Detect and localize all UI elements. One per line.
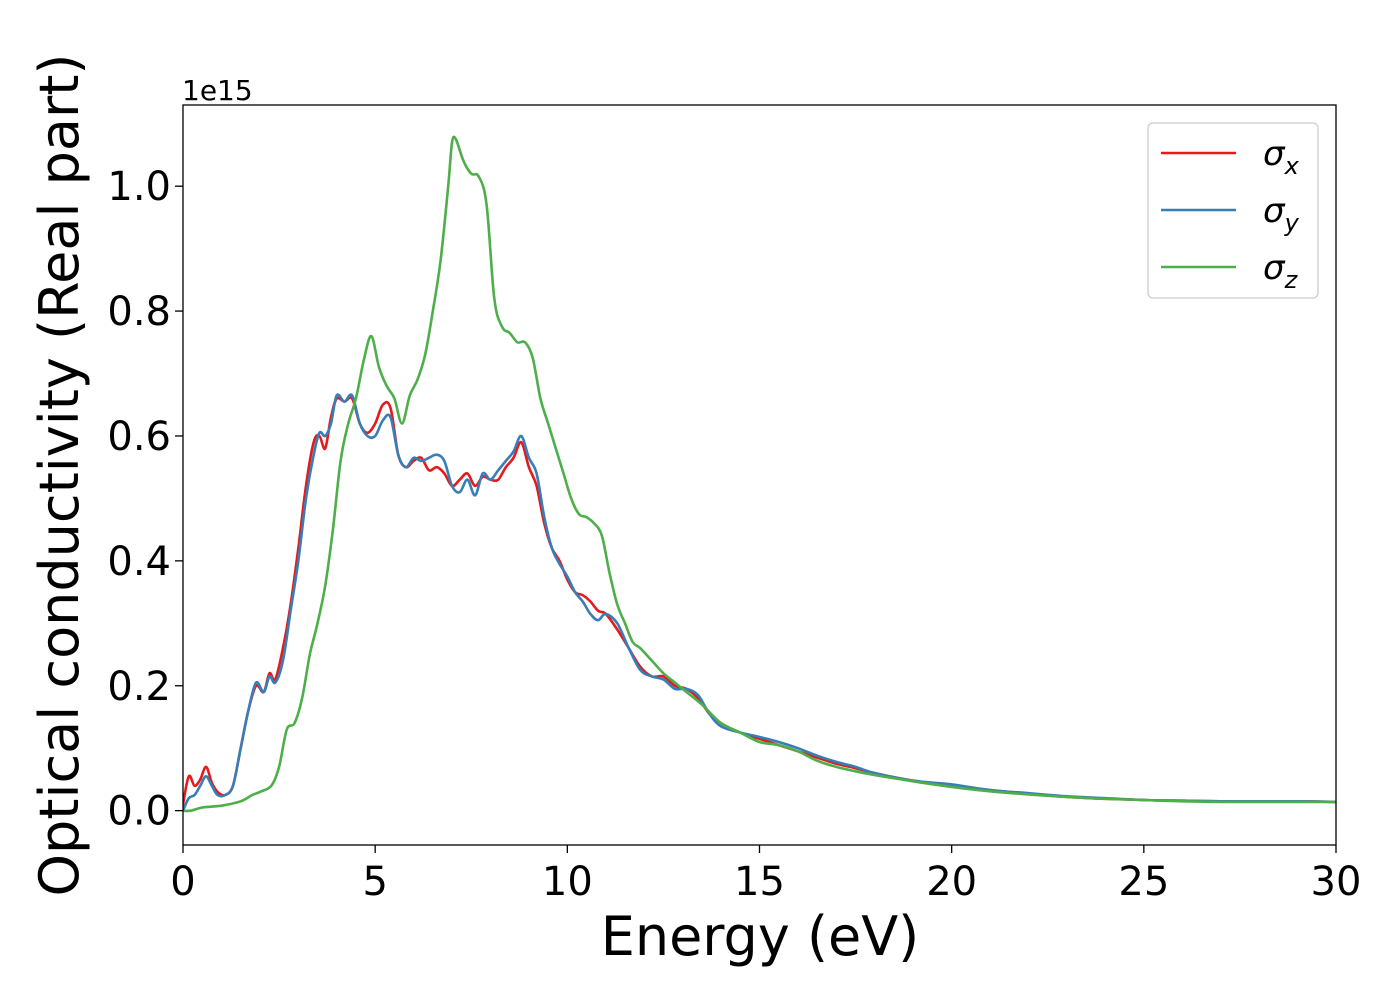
- legend-label-y: σy: [1263, 191, 1300, 237]
- y-axis-title: Optical conductivity (Real part): [28, 54, 91, 897]
- x-tick-label: 25: [1118, 859, 1169, 905]
- x-tick-label: 15: [734, 859, 785, 905]
- y-tick-label: 0.6: [107, 414, 171, 460]
- y-tick-label: 0.2: [107, 664, 171, 710]
- series-line-z: [183, 135, 1336, 813]
- y-axis-offset-label: 1e15: [182, 74, 253, 107]
- y-tick-label: 0.4: [107, 539, 171, 585]
- x-axis: 0 5 10 15 20 25 30: [170, 845, 1361, 905]
- series-line-x: [183, 396, 1336, 806]
- y-tick-label: 0.0: [107, 789, 171, 835]
- y-tick-label: 0.8: [107, 289, 171, 335]
- legend: σx σy σz: [1147, 122, 1319, 299]
- legend-label-x: σx: [1263, 134, 1300, 180]
- y-axis: 0.0 0.2 0.4 0.6 0.8 1.0: [107, 164, 183, 835]
- x-tick-label: 10: [542, 859, 593, 905]
- legend-label-z: σz: [1263, 248, 1299, 294]
- series-layer: [183, 135, 1336, 813]
- x-tick-label: 30: [1311, 859, 1362, 905]
- x-axis-title: Energy (eV): [601, 905, 920, 968]
- y-tick-label: 1.0: [107, 164, 171, 210]
- x-tick-label: 5: [362, 859, 387, 905]
- x-tick-label: 0: [170, 859, 195, 905]
- x-tick-label: 20: [926, 859, 977, 905]
- series-line-y: [183, 393, 1336, 812]
